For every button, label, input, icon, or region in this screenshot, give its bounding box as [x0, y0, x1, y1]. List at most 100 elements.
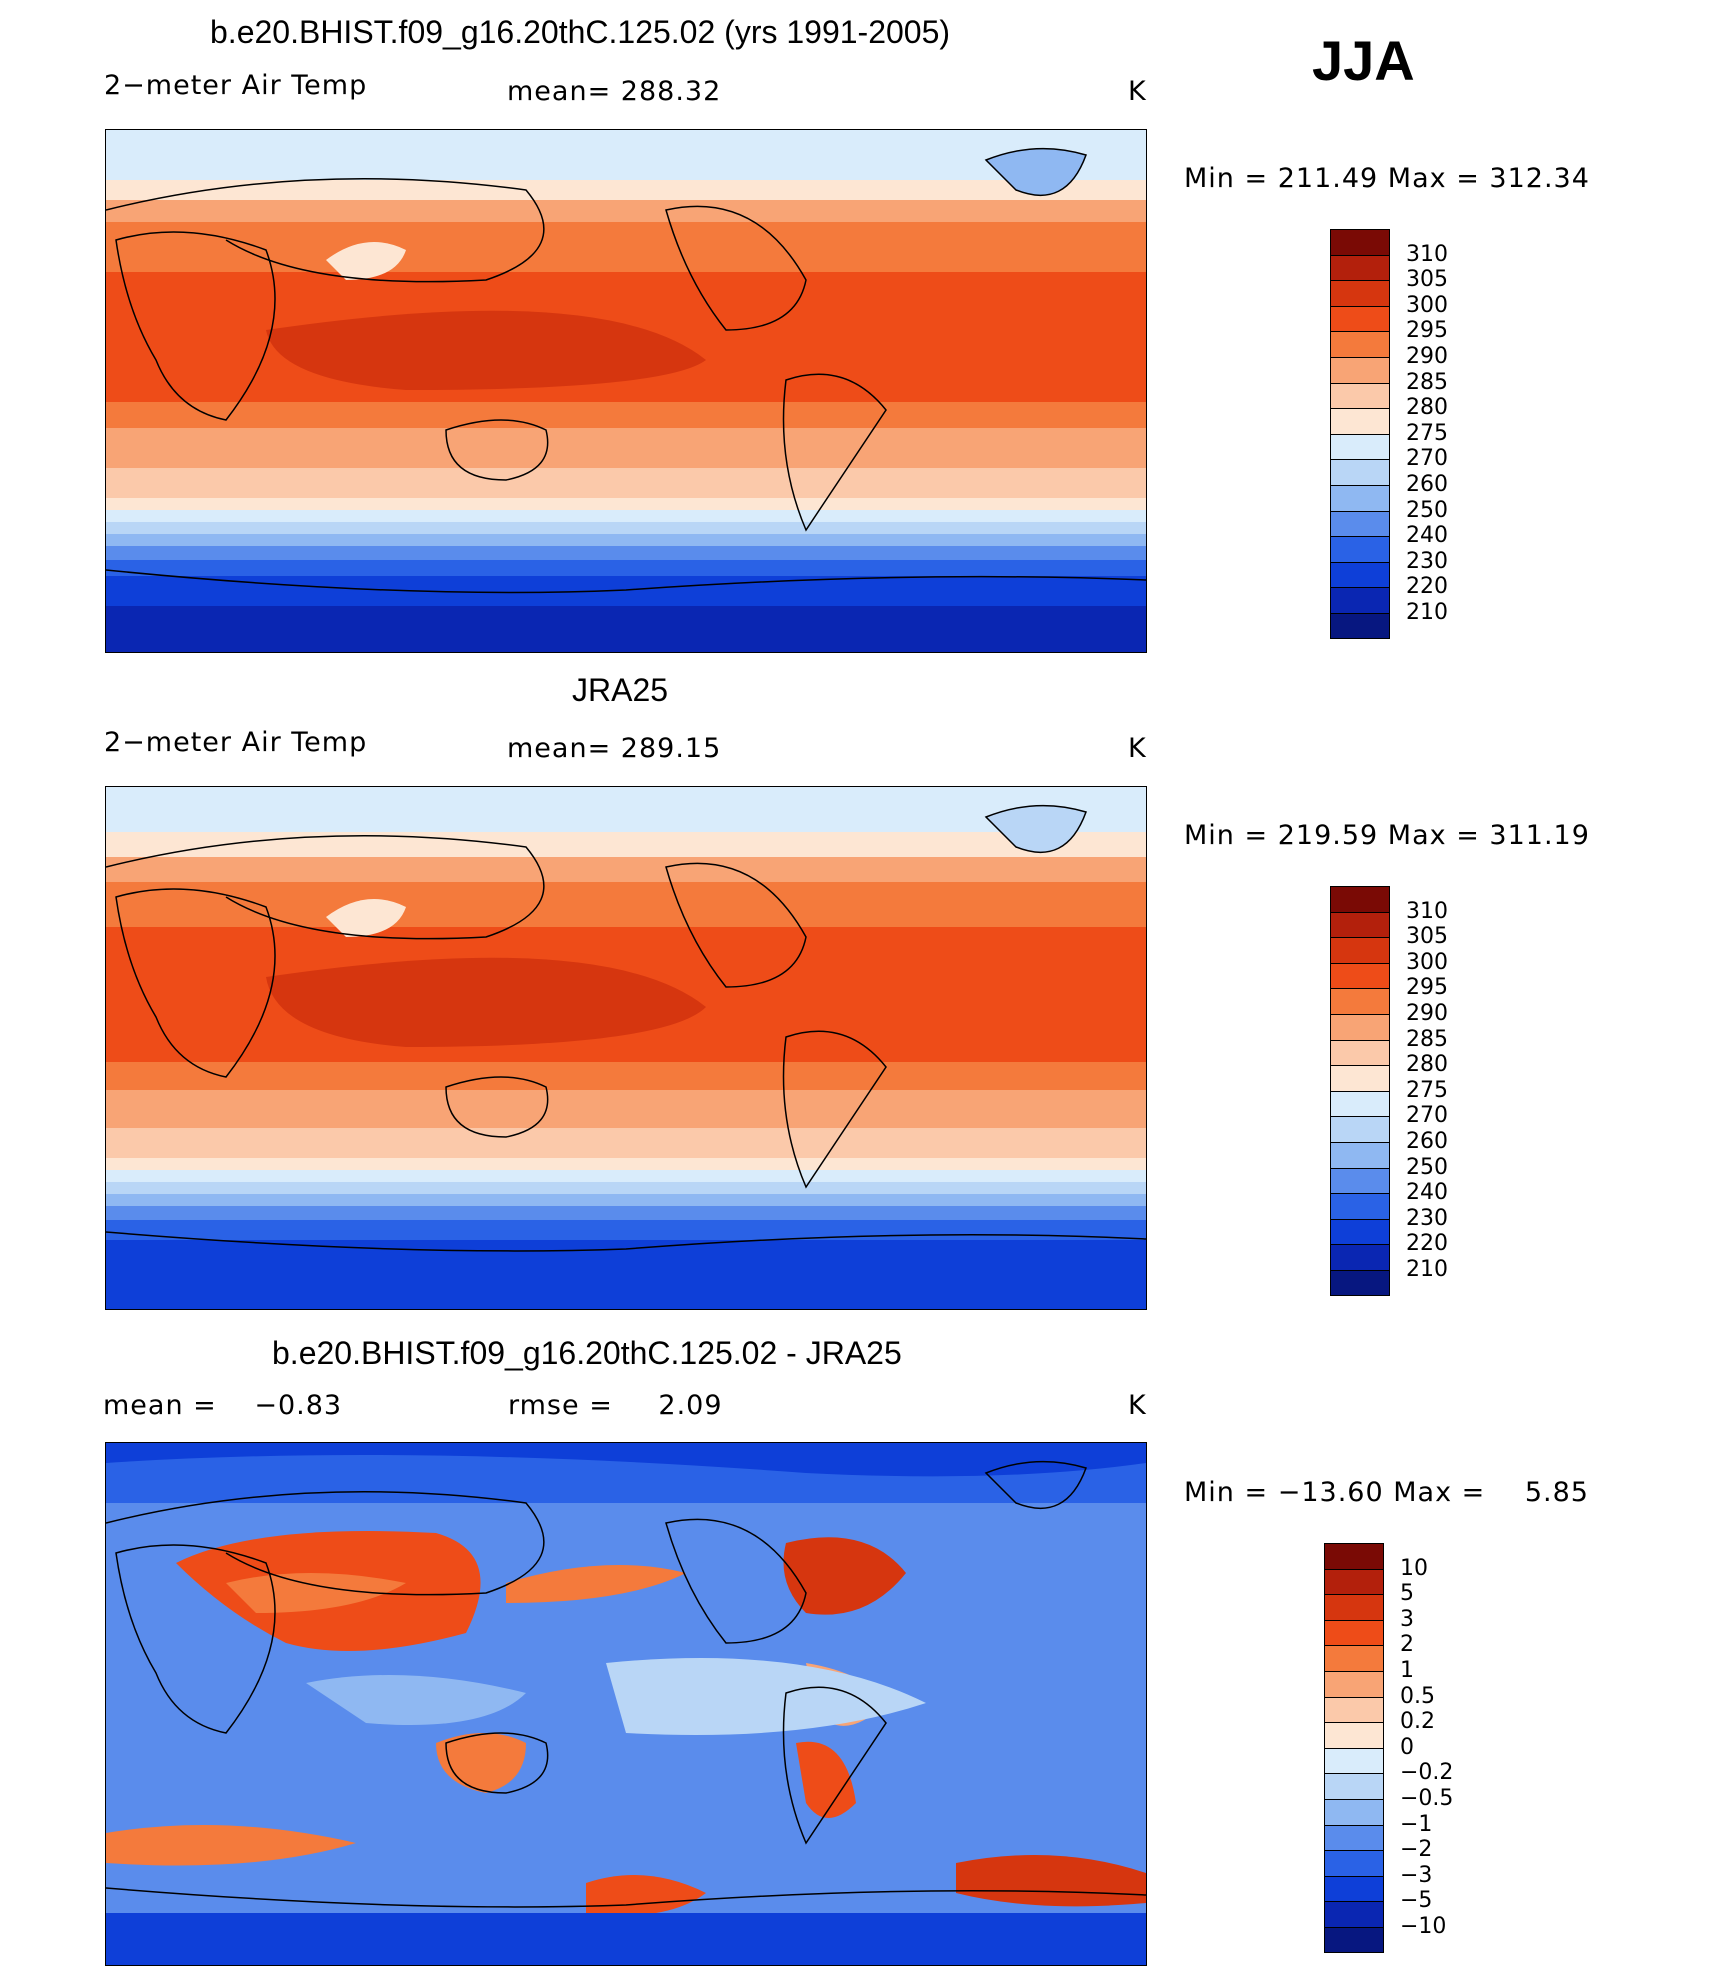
panel2-colorbar-color-box — [1330, 962, 1390, 989]
panel1-map — [105, 129, 1147, 653]
panel2-colorbar-color-box — [1330, 1244, 1390, 1270]
panel3-colorbar-color-box — [1324, 1824, 1384, 1851]
panel3-min-label: Min = — [1184, 1477, 1269, 1508]
panel1-colorbar-color-box — [1330, 356, 1390, 383]
panel2-colorbar-tick-label: 210 — [1406, 1257, 1448, 1282]
panel3-colorbar-color-box — [1324, 1722, 1384, 1748]
panel2-colorbar-color-box — [1330, 1269, 1390, 1296]
panel3-mean-value: −0.83 — [254, 1390, 343, 1421]
panel3-colorbar-tick-label: −5 — [1400, 1888, 1433, 1914]
panel2-colorbar-color-box — [1330, 1039, 1390, 1066]
panel2-colorbar-color-box — [1330, 1141, 1390, 1168]
panel3-colorbar-tick-label: −10 — [1400, 1914, 1447, 1939]
panel1-min-value: 211.49 — [1277, 163, 1379, 194]
panel3-colorbar-color-box — [1324, 1747, 1384, 1774]
panel3-colorbar-tick-label: 0.5 — [1400, 1683, 1435, 1709]
panel3-colorbar-tick-label: 0 — [1400, 1734, 1414, 1760]
panel2-colorbar-tick-label: 250 — [1406, 1154, 1448, 1180]
panel2-colorbar-color-box — [1330, 1193, 1390, 1219]
panel2-colorbar-color-box — [1330, 1065, 1390, 1091]
panel2-colorbar-tick-label: 295 — [1406, 975, 1448, 1001]
panel3-colorbar-tick-label: −3 — [1400, 1862, 1433, 1888]
panel1-colorbar-color-box — [1330, 612, 1390, 639]
panel3-max-value: 5.85 — [1524, 1477, 1589, 1508]
panel1-minmax: Min = 211.49 Max = 312.34 — [1184, 163, 1590, 194]
panel3-min-value: −13.60 — [1277, 1477, 1384, 1508]
panel3-colorbar-color-box — [1324, 1850, 1384, 1876]
panel2-colorbar-tick-label: 305 — [1406, 924, 1448, 950]
panel2-colorbar-tick-label: 220 — [1406, 1231, 1448, 1257]
panel1-mean-label: mean= — [507, 76, 612, 107]
panel3-rmse-value: 2.09 — [658, 1390, 723, 1421]
panel3-colorbar-color-box — [1324, 1594, 1384, 1620]
panel1-colorbar-color-box — [1330, 331, 1390, 357]
panel3-colorbar-color-box — [1324, 1926, 1384, 1953]
panel3-colorbar-tick-label: −2 — [1400, 1837, 1433, 1863]
panel1-colorbar-tick-label: 310 — [1406, 241, 1448, 267]
panel1-colorbar-color-box — [1330, 510, 1390, 537]
panel1-colorbar-color-box — [1330, 382, 1390, 409]
panel3-colorbar-color-box — [1324, 1645, 1384, 1671]
panel3-colorbar-tick-label: 5 — [1400, 1581, 1414, 1607]
panel3-colorbar-color-box — [1324, 1875, 1384, 1902]
panel2-colorbar-tick-label: 260 — [1406, 1129, 1448, 1154]
panel2-colorbar-tick-label: 300 — [1406, 949, 1448, 975]
panel3-colorbar-tick-label: 10 — [1400, 1555, 1428, 1581]
panel2-max-label: Max = — [1387, 820, 1480, 851]
panel1-colorbar-tick-label: 240 — [1406, 523, 1448, 549]
panel3-rmse: rmse = 2.09 — [508, 1390, 723, 1421]
panel2-mean-value: 289.15 — [620, 733, 722, 764]
panel1-colorbar-tick-label: 300 — [1406, 292, 1448, 318]
panel3-mean-label: mean = — [103, 1390, 217, 1421]
panel2-colorbar-tick-label: 240 — [1406, 1180, 1448, 1206]
panel1-max-label: Max = — [1387, 163, 1480, 194]
panel3-minmax: Min = −13.60 Max = 5.85 — [1184, 1477, 1589, 1508]
panel1-colorbar-color-box — [1330, 536, 1390, 562]
panel3-colorbar-tick-label: 1 — [1400, 1658, 1414, 1683]
panel2-colorbar-color-box — [1330, 937, 1390, 963]
panel3-colorbar-color-box — [1324, 1901, 1384, 1927]
panel1-variable: 2−meter Air Temp — [104, 70, 368, 101]
panel1-colorbar-color-box — [1330, 305, 1390, 332]
panel1-units: K — [1128, 76, 1147, 107]
panel3-colorbar-color-box — [1324, 1798, 1384, 1825]
panel2-colorbar-tick-label: 275 — [1406, 1077, 1448, 1103]
panel2-min-value: 219.59 — [1277, 820, 1379, 851]
panel1-colorbar-tick-label: 305 — [1406, 267, 1448, 293]
panel1-colorbar-tick-label: 290 — [1406, 344, 1448, 369]
panel3-units: K — [1128, 1390, 1147, 1421]
panel3-rmse-label: rmse = — [508, 1390, 613, 1421]
panel1-colorbar-color-box — [1330, 561, 1390, 588]
panel1-colorbar-tick-label: 285 — [1406, 369, 1448, 395]
panel2-colorbar-color-box — [1330, 988, 1390, 1014]
panel3-colorbar — [1324, 1543, 1384, 1953]
panel3-mean: mean = −0.83 — [103, 1390, 342, 1421]
panel3-colorbar-color-box — [1324, 1619, 1384, 1646]
panel3-colorbar-color-box — [1324, 1568, 1384, 1595]
panel2-colorbar-color-box — [1330, 1218, 1390, 1245]
panel1-colorbar-tick-label: 260 — [1406, 472, 1448, 497]
panel1-colorbar-tick-label: 270 — [1406, 446, 1448, 472]
panel3-colorbar-tick-label: 3 — [1400, 1606, 1414, 1632]
panel2-variable: 2−meter Air Temp — [104, 727, 368, 758]
panel2-colorbar-tick-label: 280 — [1406, 1052, 1448, 1078]
panel1-colorbar-color-box — [1330, 408, 1390, 434]
panel2-map — [105, 786, 1147, 1310]
panel1-max-value: 312.34 — [1489, 163, 1590, 194]
panel2-colorbar-tick-label: 270 — [1406, 1103, 1448, 1129]
panel1-colorbar-tick-label: 230 — [1406, 548, 1448, 574]
season-label: JJA — [1312, 29, 1415, 92]
panel3-colorbar-color-box — [1324, 1773, 1384, 1799]
panel2-mean-label: mean= — [507, 733, 612, 764]
panel1-colorbar-color-box — [1330, 459, 1390, 485]
panel2-colorbar-tick-label: 290 — [1406, 1001, 1448, 1026]
panel2-max-value: 311.19 — [1489, 820, 1590, 851]
panel2-colorbar-color-box — [1330, 1116, 1390, 1142]
panel2-colorbar-color-box — [1330, 886, 1390, 912]
panel1-min-label: Min = — [1184, 163, 1269, 194]
panel2-colorbar-tick-label: 285 — [1406, 1026, 1448, 1052]
panel1-colorbar-color-box — [1330, 254, 1390, 281]
panel1-mean-value: 288.32 — [620, 76, 722, 107]
panel2-units: K — [1128, 733, 1147, 764]
panel3-title: b.e20.BHIST.f09_g16.20thC.125.02 - JRA25 — [272, 1335, 902, 1371]
